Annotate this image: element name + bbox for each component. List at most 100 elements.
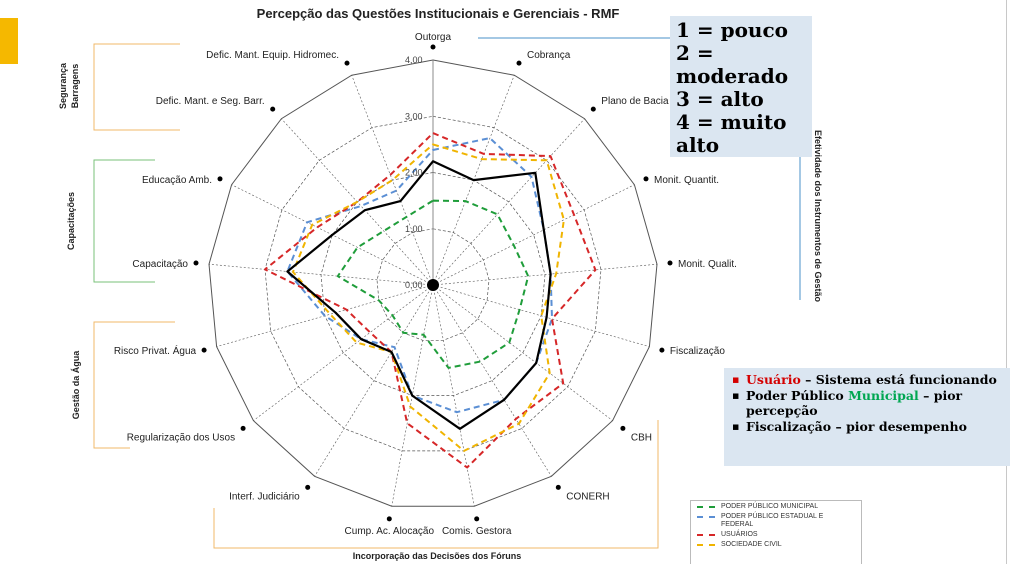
axis-label: Plano de Bacia bbox=[601, 96, 669, 107]
accent-bar bbox=[0, 18, 18, 64]
group-label-seguranca: Segurança bbox=[58, 62, 68, 109]
note-municipal: Poder Público Municipal – pior percepção bbox=[732, 388, 1002, 418]
note-municipal-text: – pior percepção bbox=[746, 388, 963, 418]
series-line-0 bbox=[336, 199, 530, 369]
axis-label: CBH bbox=[631, 432, 652, 443]
axis-marker bbox=[590, 106, 596, 112]
bracket-seguranca bbox=[93, 43, 180, 131]
legend-label-municipal: PODER PÚBLICO MUNICIPAL bbox=[721, 503, 819, 510]
legend-label-estadual: PODER PÚBLICO ESTADUAL E FEDERAL bbox=[721, 513, 824, 528]
scale-line-3: 3 = alto bbox=[676, 87, 764, 111]
axis-label: Monit. Quantit. bbox=[654, 175, 719, 186]
grid-spoke bbox=[432, 184, 635, 286]
bracket-capacitacoes bbox=[93, 159, 155, 283]
grid-spoke bbox=[432, 284, 552, 477]
tick-label: 3,00 bbox=[405, 111, 423, 121]
axis-label: Defic. Mant. e Seg. Barr. bbox=[156, 96, 265, 107]
grid-ring bbox=[264, 115, 602, 452]
legend-label-usuarios: USUÁRIOS bbox=[721, 531, 758, 538]
axis-label: Comis. Gestora bbox=[442, 526, 512, 537]
legend-item: PODER PÚBLICO MUNICIPAL bbox=[697, 503, 855, 511]
axis-label: Educação Amb. bbox=[142, 175, 212, 186]
note-usuario-highlight: Usuário bbox=[746, 372, 801, 387]
axis-marker bbox=[217, 176, 223, 182]
grid-spoke bbox=[314, 284, 434, 477]
note-usuario: Usuário – Sistema está funcionando bbox=[732, 372, 1002, 387]
radar-series bbox=[264, 132, 597, 469]
axis-marker bbox=[193, 260, 199, 266]
notes-box: Usuário – Sistema está funcionando Poder… bbox=[724, 368, 1010, 466]
scale-line-4: 4 = muito alto bbox=[676, 110, 787, 157]
group-label-foruns: Incorporação das Decisões dos Fóruns bbox=[353, 551, 522, 561]
axis-label: Monit. Qualit. bbox=[678, 259, 737, 270]
legend-item: SOCIEDADE CIVIL bbox=[697, 541, 855, 549]
axis-marker bbox=[474, 516, 480, 522]
grid-ring bbox=[376, 228, 490, 341]
series-line-2 bbox=[264, 132, 597, 469]
note-fiscalizacao-text: Fiscalização – pior desempenho bbox=[746, 419, 967, 434]
axis-marker bbox=[620, 425, 626, 431]
legend-swatch-sociedade bbox=[697, 544, 715, 546]
axis-label: CONERH bbox=[566, 491, 609, 502]
legend-item: PODER PÚBLICO ESTADUAL E FEDERAL bbox=[697, 513, 855, 529]
axis-marker bbox=[659, 347, 665, 353]
note-municipal-highlight: Municipal bbox=[848, 388, 919, 403]
grid-ring bbox=[320, 172, 546, 396]
note-usuario-text: – Sistema está funcionando bbox=[800, 372, 997, 387]
note-fiscalizacao: Fiscalização – pior desempenho bbox=[732, 419, 1002, 434]
center-dot bbox=[427, 279, 439, 291]
slide-border bbox=[1006, 0, 1007, 564]
tick-label: 0,00 bbox=[405, 280, 423, 290]
axis-label: Cump. Ac. Alocação bbox=[345, 526, 435, 537]
axis-label: Fiscalização bbox=[670, 346, 725, 357]
group-label-capacitacoes: Capacitações bbox=[66, 192, 76, 250]
axis-label: Cobrança bbox=[527, 50, 571, 61]
axis-label: Interf. Judiciário bbox=[229, 491, 300, 502]
group-label-seguranca: Barragens bbox=[70, 64, 80, 109]
grid-spoke bbox=[432, 284, 650, 347]
legend-swatch-municipal bbox=[697, 506, 715, 508]
tick-labels: 0,00 1,00 2,00 3,00 4,00 bbox=[405, 55, 423, 290]
axis-marker bbox=[270, 106, 276, 112]
legend-label-sociedade: SOCIEDADE CIVIL bbox=[721, 541, 782, 548]
axis-marker bbox=[240, 425, 246, 431]
tick-label: 2,00 bbox=[405, 168, 423, 178]
axis-labels: Outorga Cobrança Plano de Bacia Monit. Quan… bbox=[114, 32, 737, 537]
scale-legend-box: 1 = pouco 2 = moderado 3 = alto 4 = muit… bbox=[670, 16, 812, 157]
axis-marker bbox=[516, 60, 522, 66]
axis-marker bbox=[667, 260, 673, 266]
scale-line-2: 2 = moderado bbox=[676, 41, 789, 88]
chart-title: Percepção das Questões Institucionais e … bbox=[256, 6, 620, 21]
series-legend: PODER PÚBLICO MUNICIPAL PODER PÚBLICO ES… bbox=[690, 500, 862, 564]
grid-spoke bbox=[208, 263, 434, 286]
note-municipal-start: Poder Público bbox=[746, 388, 849, 403]
axis-label: Regularização dos Usos bbox=[127, 432, 235, 443]
series-line-3 bbox=[292, 143, 565, 452]
axis-marker bbox=[344, 60, 350, 66]
grid-ring bbox=[208, 59, 658, 507]
axis-label: Capacitação bbox=[132, 259, 188, 270]
axis-label: Outorga bbox=[415, 32, 452, 43]
tick-label: 1,00 bbox=[405, 224, 423, 234]
grid-spoke bbox=[351, 75, 434, 286]
axis-label: Defic. Mant. Equip. Hidromec. bbox=[206, 50, 339, 61]
legend-swatch-estadual bbox=[697, 516, 715, 518]
group-label-efetividade: Efetividade dos Instrumentos de Gestão bbox=[813, 130, 823, 303]
group-label-gestao: Gestão da Água bbox=[71, 350, 81, 420]
axis-marker bbox=[201, 347, 207, 353]
legend-swatch-usuarios bbox=[697, 534, 715, 536]
grid-spoke bbox=[432, 284, 613, 421]
axis-marker bbox=[555, 484, 561, 490]
grid-spoke bbox=[253, 284, 434, 421]
axis-marker bbox=[386, 516, 392, 522]
grid-spoke bbox=[432, 263, 658, 286]
group-brackets: Segurança Barragens Capacitações Gestão da … bbox=[58, 37, 823, 561]
axis-label: Risco Privat. Água bbox=[114, 344, 197, 357]
series-line-4 bbox=[286, 160, 552, 430]
legend-item: USUÁRIOS bbox=[697, 531, 855, 539]
bracket-foruns bbox=[213, 420, 659, 549]
tick-label: 4,00 bbox=[405, 55, 423, 65]
bracket-gestao bbox=[93, 321, 175, 449]
axis-marker bbox=[430, 44, 436, 50]
